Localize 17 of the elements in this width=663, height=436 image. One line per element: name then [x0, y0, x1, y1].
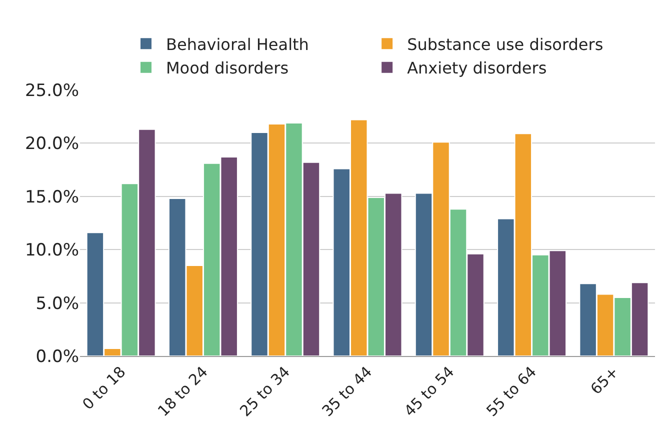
y-tick-label: 20.0% — [24, 134, 79, 154]
y-tick-label: 25.0% — [24, 80, 79, 101]
legend-label: Substance use disorders — [407, 34, 604, 54]
x-tick-label: 65+ — [586, 362, 622, 398]
legend-label: Behavioral Health — [166, 34, 309, 54]
y-tick-label: 10.0% — [24, 240, 79, 261]
legend-label: Mood disorders — [166, 58, 289, 78]
x-tick-label: 55 to 64 — [482, 362, 540, 420]
x-tick-label: 0 to 18 — [78, 362, 130, 414]
x-tick-label: 25 to 34 — [236, 362, 294, 420]
y-tick-label: 15.0% — [24, 187, 79, 208]
x-tick-label: 35 to 44 — [318, 362, 376, 420]
x-tick-label: 18 to 24 — [154, 362, 212, 420]
x-tick-label: 45 to 54 — [400, 362, 458, 420]
y-tick-label: 0.0% — [36, 346, 79, 367]
y-tick-label: 5.0% — [36, 294, 79, 314]
legend-label: Anxiety disorders — [407, 58, 547, 78]
